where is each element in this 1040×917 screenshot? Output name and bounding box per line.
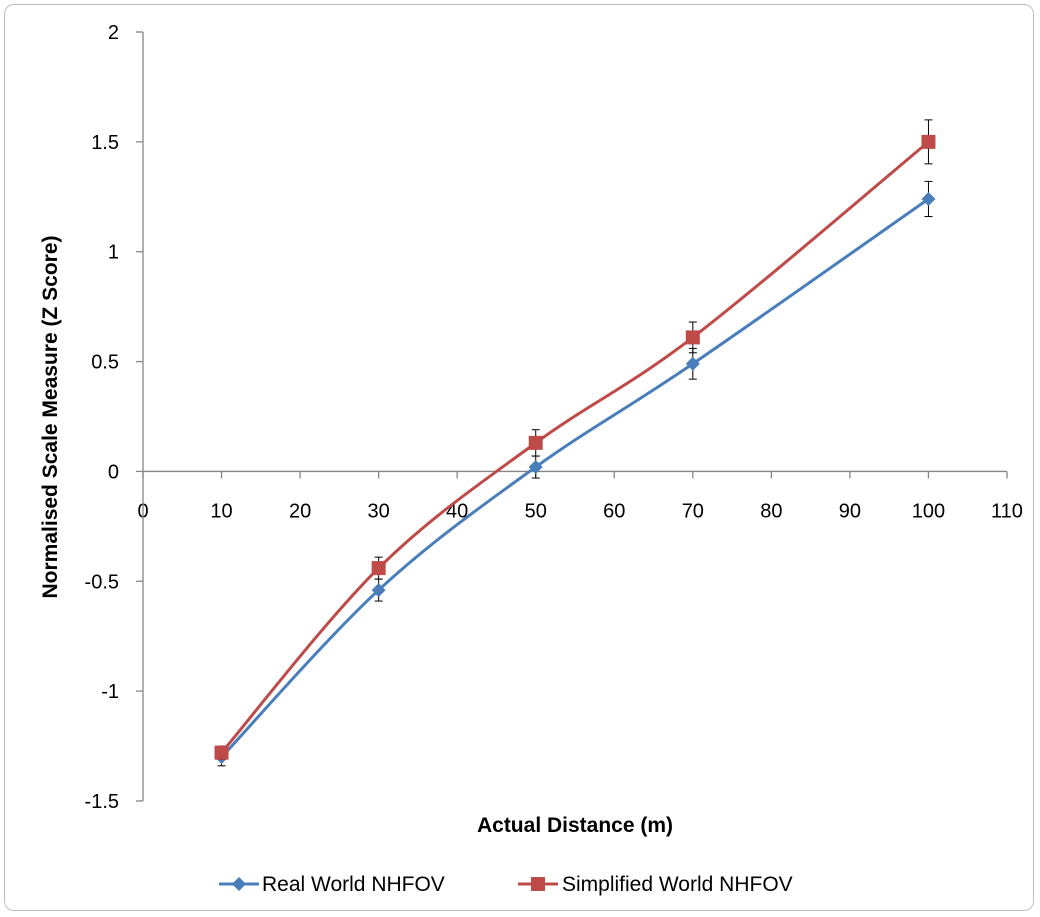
x-tick-label: 50 [525,500,547,522]
legend-label-real-world: Real World NHFOV [262,873,445,896]
x-tick-label: 10 [210,500,232,522]
x-tick-label: 110 [991,500,1023,522]
y-axis-title: Normalised Scale Measure (Z Score) [39,236,62,599]
series-simplified-world [214,119,936,760]
y-tick-label: -1.5 [85,791,119,813]
legend: Real World NHFOV Simplified World NHFOV [219,873,793,896]
data-point-square[interactable] [371,561,386,576]
y-tick-label: 0 [108,461,119,483]
data-point-square[interactable] [685,330,700,345]
x-tick-label: 30 [368,500,390,522]
series-line [220,140,930,754]
y-tick-label: 1.5 [91,132,119,154]
y-tick-label: 1 [108,242,119,264]
legend-label-simplified-world: Simplified World NHFOV [562,873,793,896]
data-point-diamond[interactable] [921,191,936,206]
y-tick-label: -0.5 [85,571,119,593]
data-point-diamond[interactable] [371,583,386,598]
legend-item-real-world[interactable]: Real World NHFOV [219,873,445,896]
chart-frame [4,4,1034,911]
x-axis-title: Actual Distance (m) [477,814,673,837]
x-tick-label: 60 [603,500,625,522]
y-tick-label: -1 [101,681,119,703]
series-real-world [214,180,936,767]
y-tick-label: 2 [108,22,119,44]
series-line [220,197,930,759]
legend-item-simplified-world[interactable]: Simplified World NHFOV [518,873,793,896]
series-layer [214,119,936,767]
legend-square-icon [531,877,545,891]
data-point-square[interactable] [214,745,229,760]
x-axis-ticks: 0 10 20 30 40 50 60 70 80 90 100 110 [137,471,1023,522]
data-point-diamond[interactable] [528,460,543,475]
data-point-diamond[interactable] [685,356,700,371]
y-axis-ticks: 2 1.5 1 0.5 0 -0.5 -1 -1.5 [85,22,143,813]
legend-diamond-icon [232,877,246,891]
y-tick-label: 0.5 [91,352,119,374]
data-point-square[interactable] [921,134,936,149]
x-tick-label: 20 [289,500,311,522]
x-tick-label: 80 [760,500,782,522]
x-tick-label: 70 [682,500,704,522]
x-tick-label: 90 [839,500,861,522]
x-tick-label: 100 [912,500,945,522]
data-point-square[interactable] [528,435,543,450]
